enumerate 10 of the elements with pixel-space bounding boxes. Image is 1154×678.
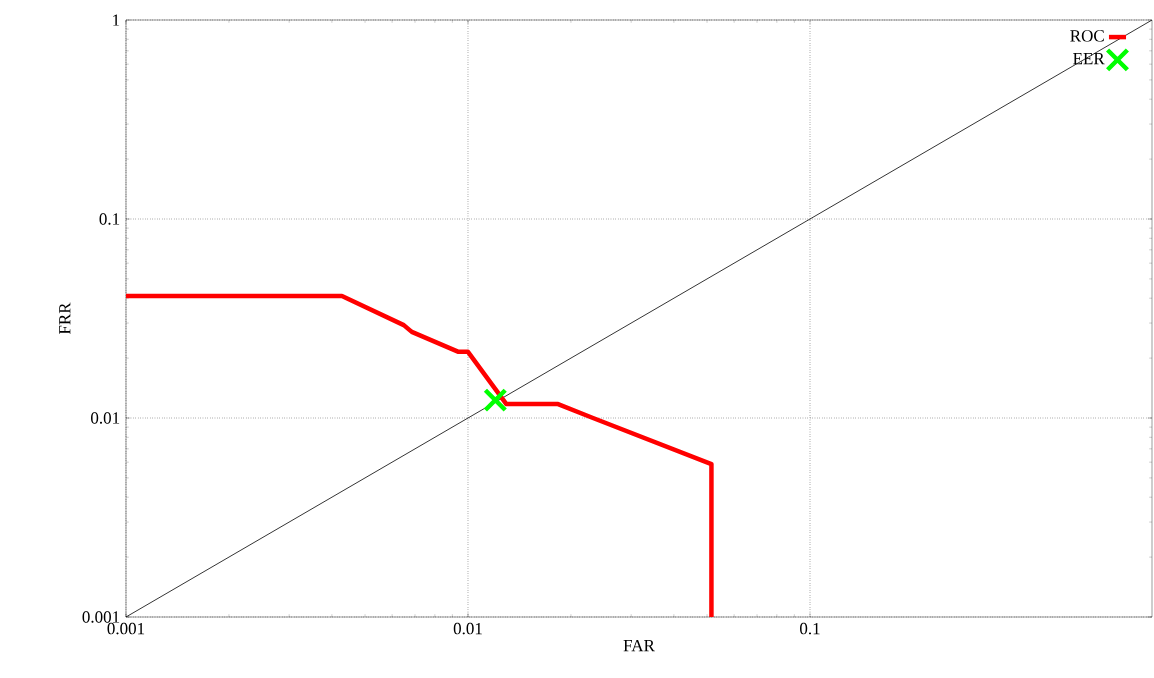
y-axis-title: FRR: [59, 302, 71, 335]
legend-label: ROC: [1070, 30, 1104, 42]
y-tick-label: 0.01: [91, 412, 120, 424]
y-tick-label: 1: [113, 14, 120, 26]
x-tick-label: 0.01: [453, 622, 482, 635]
y-tick-label: 0.1: [99, 213, 120, 225]
x-axis-title: FAR: [623, 639, 655, 652]
x-tick-label: 0.1: [800, 622, 820, 635]
y-tick-label: 0.001: [82, 611, 120, 623]
x-tick-label: 0.001: [107, 622, 145, 635]
